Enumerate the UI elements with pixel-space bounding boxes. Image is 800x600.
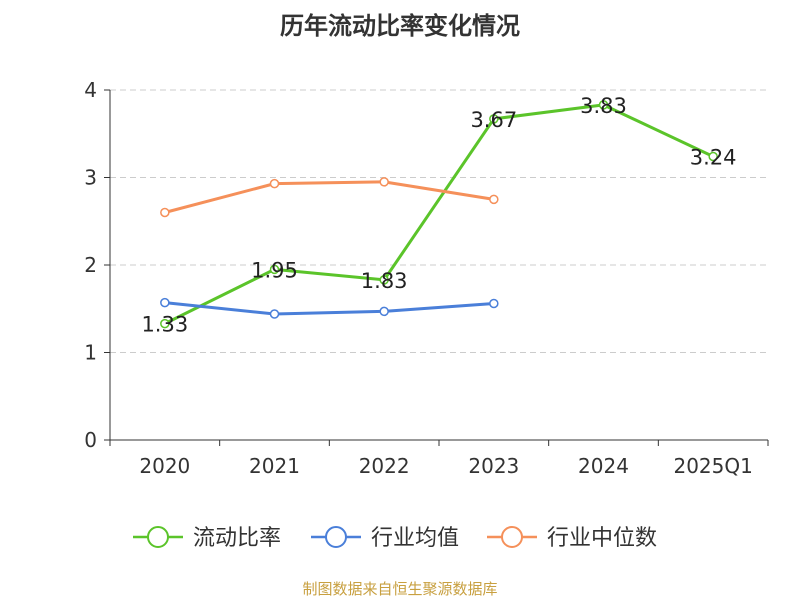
x-tick-label: 2021 xyxy=(249,454,300,478)
series-layer xyxy=(160,100,718,329)
data-label: 3.67 xyxy=(470,108,517,132)
y-tick-label: 0 xyxy=(84,428,97,452)
grid-lines xyxy=(110,89,768,353)
y-tick-label: 3 xyxy=(84,166,97,190)
legend-marker-icon xyxy=(147,526,169,548)
data-label: 1.33 xyxy=(141,313,188,337)
data-point xyxy=(160,297,170,308)
data-point xyxy=(598,100,609,110)
data-point xyxy=(160,318,170,329)
data-point xyxy=(379,306,389,317)
data-label: 1.83 xyxy=(361,269,408,293)
data-point xyxy=(708,151,718,162)
legend-label: 流动比率 xyxy=(193,526,281,551)
y-tick-label: 4 xyxy=(84,78,97,102)
legend-item[interactable]: 行业中位数 xyxy=(487,526,657,551)
data-label: 3.83 xyxy=(580,94,627,118)
legend-item[interactable]: 行业均值 xyxy=(311,526,459,551)
data-point xyxy=(379,177,389,187)
series-line xyxy=(164,301,494,316)
data-point xyxy=(489,194,499,205)
x-tick-label: 2023 xyxy=(468,454,519,478)
x-tick-label: 2022 xyxy=(359,454,410,478)
data-point xyxy=(379,275,389,285)
data-point xyxy=(269,178,280,189)
y-tick-label: 2 xyxy=(84,253,97,277)
y-axis: 0 1 2 3 4 xyxy=(84,78,111,452)
data-point xyxy=(160,207,170,218)
series-line xyxy=(164,103,714,325)
legend-label: 行业中位数 xyxy=(547,526,657,551)
x-tick-label: 2024 xyxy=(578,454,629,478)
series-line xyxy=(164,180,495,214)
x-axis: 2020 2021 2022 2023 2024 2025Q1 xyxy=(109,439,769,478)
legend-item[interactable]: 流动比率 xyxy=(133,526,281,551)
data-point xyxy=(489,114,499,124)
data-label: 3.24 xyxy=(690,146,737,170)
data-point xyxy=(269,264,280,275)
legend-label: 行业均值 xyxy=(371,526,459,551)
data-point xyxy=(489,298,499,309)
x-tick-label: 2025Q1 xyxy=(673,454,752,478)
legend-marker-icon xyxy=(501,526,523,548)
source-note: 制图数据来自恒生聚源数据库 xyxy=(302,580,498,598)
legend-marker-icon xyxy=(325,526,347,548)
data-point xyxy=(269,309,280,319)
data-labels: 1.33 1.95 1.83 3.67 3.83 3.24 xyxy=(141,94,736,337)
data-label: 1.95 xyxy=(251,258,298,282)
chart-title: 历年流动比率变化情况 xyxy=(280,12,520,40)
legend[interactable]: 流动比率 行业均值 行业中位数 xyxy=(133,526,657,551)
y-tick-label: 1 xyxy=(84,341,97,365)
x-tick-label: 2020 xyxy=(139,454,190,478)
